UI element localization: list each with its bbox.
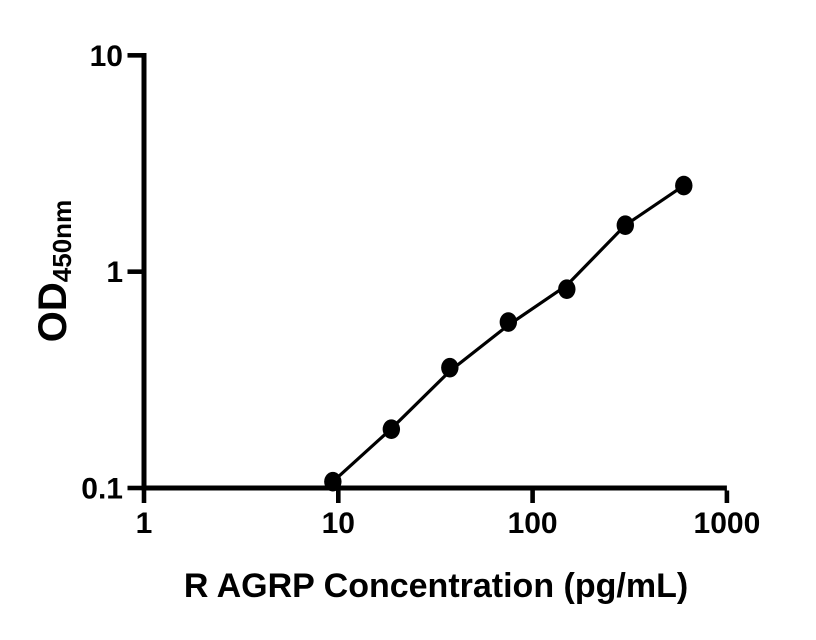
data-point-marker — [324, 471, 342, 492]
x-tick-label: 100 — [508, 507, 558, 540]
data-point-marker — [499, 312, 518, 332]
y-axis-title-subscript: 450nm — [47, 199, 77, 283]
y-tick-label: 0.1 — [81, 473, 123, 506]
y-tick-label: 10 — [90, 40, 123, 73]
x-axis-title: R AGRP Concentration (pg/mL) — [183, 567, 689, 605]
data-point-marker — [558, 279, 576, 299]
y-axis-title-main: OD — [31, 282, 75, 343]
x-tick-label: 10 — [322, 507, 355, 540]
x-tick-label: 1 — [136, 507, 153, 540]
data-point-marker — [382, 419, 401, 439]
data-point-marker — [616, 215, 635, 235]
y-axis-title: OD450nm — [31, 199, 77, 343]
x-tick-label: 1000 — [694, 507, 761, 540]
data-point-marker — [441, 357, 459, 378]
y-tick-label: 1 — [106, 256, 123, 289]
data-point-marker — [675, 175, 693, 196]
